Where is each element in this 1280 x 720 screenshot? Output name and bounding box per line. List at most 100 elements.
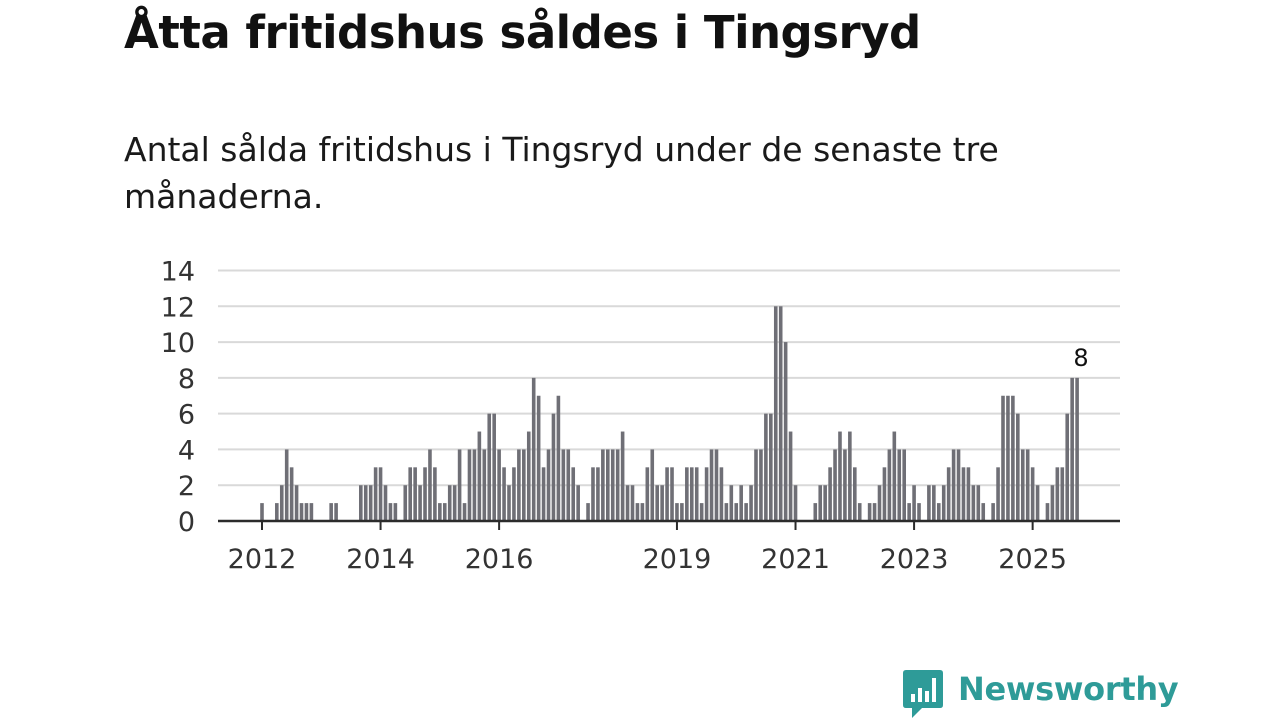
bar [838, 431, 842, 521]
bar [363, 485, 368, 521]
bar [744, 503, 748, 521]
bar [857, 503, 862, 521]
bar [452, 485, 457, 521]
bar [487, 413, 492, 521]
bar [507, 485, 511, 521]
bar [823, 485, 827, 521]
bar [1020, 449, 1025, 521]
x-tick-label: 2025 [998, 544, 1067, 575]
bar [828, 467, 832, 521]
bar [1025, 449, 1030, 521]
bar [917, 503, 921, 521]
bar [477, 431, 482, 521]
bar [497, 449, 501, 521]
bar [872, 503, 877, 521]
bar [764, 413, 768, 521]
bar [260, 503, 264, 521]
bar [472, 449, 477, 521]
bars [260, 306, 1079, 521]
bar [596, 467, 600, 521]
bar [601, 449, 605, 521]
bar [334, 503, 338, 521]
bar [1065, 413, 1070, 521]
bar [961, 467, 966, 521]
bar [1050, 485, 1055, 521]
bar [813, 503, 818, 521]
bar [927, 485, 931, 521]
bar [818, 485, 823, 521]
bar [759, 449, 763, 521]
x-tick-label: 2012 [228, 544, 297, 575]
bar [1006, 395, 1010, 521]
bar [408, 467, 412, 521]
bar [536, 395, 541, 521]
bar [887, 449, 892, 521]
bar [502, 467, 506, 521]
bar [853, 467, 857, 521]
bar [378, 467, 383, 521]
bar [724, 503, 729, 521]
bar [655, 485, 659, 521]
bar [531, 377, 536, 521]
bar [892, 431, 897, 521]
bar [976, 485, 981, 521]
bar [522, 449, 526, 521]
bar [660, 485, 664, 521]
bar [941, 485, 946, 521]
bar [709, 449, 714, 521]
bar [956, 449, 961, 521]
bar [714, 449, 719, 521]
bar [694, 467, 699, 521]
bar [556, 395, 561, 521]
bar [329, 503, 333, 521]
x-tick-label: 2023 [880, 544, 949, 575]
bar [1030, 467, 1035, 521]
bar [991, 503, 995, 521]
bar [778, 306, 783, 521]
bar [734, 503, 739, 521]
bar [517, 449, 521, 521]
bar [289, 467, 294, 521]
data-labels: 8 [1073, 344, 1088, 372]
bar [773, 306, 778, 521]
bar [457, 449, 462, 521]
bar [418, 485, 422, 521]
newsworthy-logo: Newsworthy [902, 668, 1179, 720]
bar [689, 467, 694, 521]
x-tick-label: 2014 [346, 544, 415, 575]
bar [403, 485, 408, 521]
bar [383, 485, 388, 521]
y-tick-label: 8 [178, 364, 195, 395]
bar [971, 485, 976, 521]
bar [279, 485, 284, 521]
bar [833, 449, 837, 521]
bar [645, 467, 650, 521]
bar [704, 467, 709, 521]
bar [393, 503, 398, 521]
brand-name: Newsworthy [958, 670, 1179, 708]
bar [897, 449, 902, 521]
bar [492, 413, 496, 521]
bar [650, 449, 655, 521]
bar [1001, 395, 1005, 521]
bar [719, 467, 724, 521]
bar [867, 503, 872, 521]
bar [981, 503, 986, 521]
bar [670, 467, 674, 521]
bar [462, 503, 467, 521]
bar [1011, 395, 1015, 521]
bar [546, 449, 551, 521]
bar [951, 449, 956, 521]
bar [304, 503, 309, 521]
y-tick-label: 10 [161, 328, 195, 359]
x-axis-ticks: 2012 2014 2016 2019 2021 2023 2025 [228, 521, 1067, 575]
bar-chart: 0 2 4 6 8 10 12 14 2012 2014 2016 2019 2021 2023 2025… [161, 257, 1120, 575]
gridlines [218, 269, 1120, 487]
bar [1070, 377, 1074, 521]
y-tick-label: 2 [178, 471, 195, 502]
bar [699, 503, 704, 521]
bar [413, 467, 417, 521]
bar [1060, 467, 1065, 521]
bar [526, 431, 531, 521]
bar [882, 467, 887, 521]
